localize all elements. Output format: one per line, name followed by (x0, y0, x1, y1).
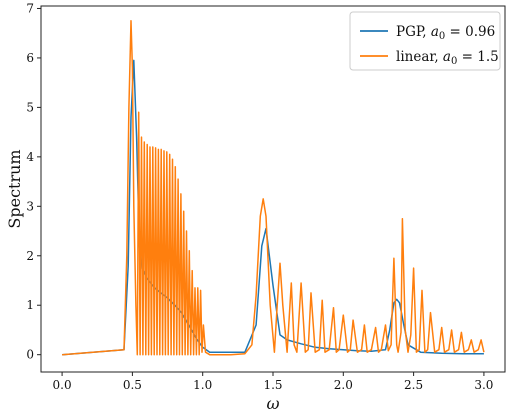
legend-sub: 0 (439, 31, 445, 42)
y-tick-label: 2 (26, 249, 34, 263)
legend-prefix: linear, (396, 49, 443, 65)
legend-sub: 0 (451, 56, 457, 67)
legend-label-linear: linear, a0 = 1.5 (396, 49, 499, 67)
y-axis-label: Spectrum (5, 149, 24, 228)
legend-value: = 1.5 (457, 49, 498, 65)
legend-label-pgp: PGP, a0 = 0.96 (396, 24, 495, 42)
x-tick-label: 0.5 (123, 378, 142, 392)
x-tick-label: 1.0 (193, 378, 212, 392)
x-axis-label: ω (266, 394, 279, 413)
legend-var: a (443, 49, 451, 65)
series-layer (62, 20, 485, 356)
y-axis-ticks: 0 1 2 3 4 5 6 7 (26, 1, 41, 362)
y-tick-label: 1 (26, 298, 34, 312)
x-tick-label: 1.5 (263, 378, 282, 392)
x-tick-label: 0.0 (53, 378, 72, 392)
x-axis-ticks: 0.0 0.5 1.0 1.5 2.0 2.5 3.0 (53, 372, 493, 392)
x-tick-label: 3.0 (474, 378, 493, 392)
legend-prefix: PGP, (396, 24, 431, 40)
series-line-linear (62, 20, 485, 356)
legend-value: = 0.96 (445, 24, 495, 40)
y-tick-label: 7 (26, 1, 34, 15)
legend: PGP, a0 = 0.96 linear, a0 = 1.5 (349, 11, 501, 71)
y-tick-label: 6 (26, 51, 34, 65)
y-tick-label: 4 (26, 150, 34, 164)
y-tick-label: 5 (26, 100, 34, 114)
x-tick-label: 2.0 (334, 378, 353, 392)
x-tick-label: 2.5 (404, 378, 423, 392)
y-tick-label: 3 (26, 199, 34, 213)
y-tick-label: 0 (26, 348, 34, 362)
legend-var: a (431, 24, 439, 40)
